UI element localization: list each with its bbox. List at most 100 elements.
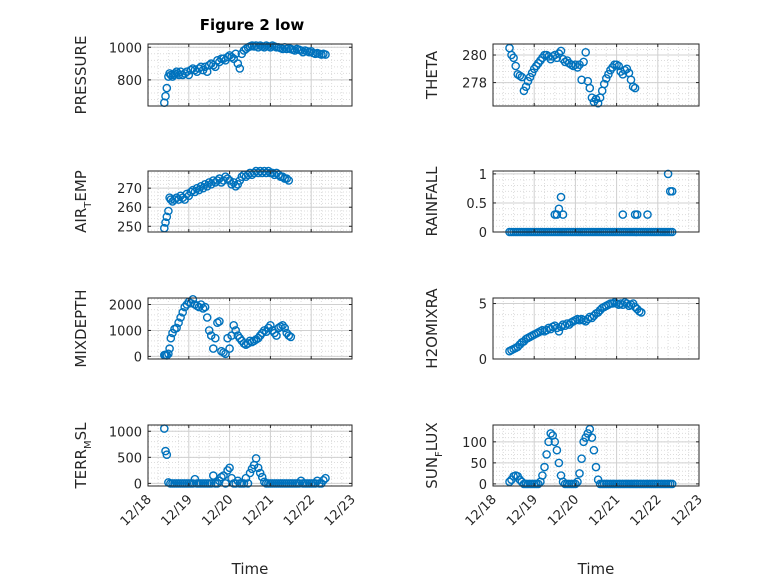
subplot-pressure: 800 1000 PRESSURE: [72, 36, 353, 114]
data-point: [162, 83, 172, 93]
data-point: [276, 322, 285, 331]
data-point: [319, 475, 328, 485]
data-point: [630, 83, 640, 93]
data-point: [231, 326, 240, 335]
data-point: [511, 61, 521, 71]
data-point: [202, 313, 212, 322]
data-point: [223, 52, 232, 62]
data-point: [663, 169, 673, 179]
data-point: [204, 178, 214, 187]
data-point: [509, 53, 518, 63]
data-point: [213, 56, 222, 65]
data-point: [579, 437, 588, 447]
data-point: [231, 181, 240, 191]
y-tick-label: 500: [117, 451, 142, 466]
y-tick-label: 100: [462, 436, 487, 451]
data-point: [278, 320, 287, 330]
data-point: [210, 333, 220, 343]
data-point: [556, 192, 566, 202]
data-point: [186, 187, 196, 197]
data-point: [591, 462, 601, 472]
data-point: [221, 349, 230, 359]
data-point: [632, 210, 642, 219]
data-point: [223, 174, 232, 183]
y-tick-label: 0: [479, 353, 487, 368]
data-point: [290, 46, 300, 55]
subplot-h2omixra: 0 5 H2OMIXRA: [423, 288, 700, 369]
x-tick-label: 12/22: [628, 492, 665, 529]
axes-box: [147, 170, 353, 233]
data-point: [215, 317, 224, 326]
data-point: [166, 333, 176, 343]
data-point: [618, 300, 628, 310]
y-tick-label: 260: [117, 201, 142, 216]
x-tick-label: 12/20: [545, 492, 582, 529]
x-tick-label: 12/23: [669, 492, 706, 529]
data-point: [552, 210, 562, 219]
data-point: [225, 463, 234, 473]
data-point: [229, 54, 238, 64]
data-point: [321, 473, 330, 483]
axes-box: [492, 170, 700, 233]
data-point: [286, 332, 296, 342]
data-point: [618, 70, 628, 79]
data-point: [573, 477, 582, 487]
data-point: [213, 318, 222, 328]
data-point: [558, 210, 568, 219]
y-tick-label: 5: [479, 298, 487, 313]
data-point: [593, 98, 603, 108]
data-point: [164, 349, 173, 359]
y-tick-label: 0: [134, 350, 142, 365]
data-point: [204, 326, 214, 335]
data-point: [231, 49, 240, 59]
data-point: [599, 79, 609, 89]
data-point: [278, 44, 287, 54]
data-point: [227, 331, 236, 340]
axes-box: [147, 424, 353, 487]
data-point: [585, 83, 595, 93]
data-point: [200, 302, 210, 312]
data-point: [618, 210, 628, 219]
subplot-theta: 278 280 THETA: [423, 43, 700, 108]
data-point: [245, 468, 255, 478]
data-point: [554, 204, 564, 214]
subplot-rainfall: 0 0.5 1 RAINFALL: [423, 166, 700, 241]
data-point: [241, 473, 251, 483]
y-tick-label: 280: [462, 49, 487, 64]
y-tick-label: 1000: [109, 324, 142, 339]
data-point: [266, 320, 275, 330]
x-tick-label: 12/21: [586, 492, 623, 529]
x-tick-label: 12/19: [159, 492, 196, 529]
y-tick-label: 0: [134, 477, 142, 492]
data-point: [221, 479, 230, 488]
data-point: [552, 445, 562, 455]
data-point: [622, 64, 632, 74]
data-point: [227, 179, 236, 189]
data-point: [575, 469, 584, 478]
data-point: [192, 183, 202, 193]
data-point: [321, 50, 330, 59]
data-point: [527, 68, 537, 78]
x-axis-label: Time: [577, 560, 615, 578]
data-point: [225, 344, 234, 353]
data-point: [165, 344, 174, 353]
data-point: [164, 206, 173, 216]
data-point: [591, 94, 601, 104]
data-point: [194, 64, 204, 73]
data-point: [251, 454, 261, 463]
data-point: [581, 48, 591, 57]
y-tick-label: 50: [470, 457, 487, 472]
data-point: [517, 72, 527, 82]
data-point: [278, 172, 287, 181]
x-tick-label: 12/21: [240, 492, 277, 529]
x-tick-label: 12/20: [199, 492, 236, 529]
data-point: [272, 331, 281, 340]
data-point: [198, 304, 208, 313]
data-point: [298, 47, 308, 57]
data-point: [170, 69, 180, 78]
data-point: [505, 43, 514, 53]
data-point: [554, 458, 564, 468]
data-point: [637, 308, 646, 317]
data-point: [174, 318, 183, 328]
